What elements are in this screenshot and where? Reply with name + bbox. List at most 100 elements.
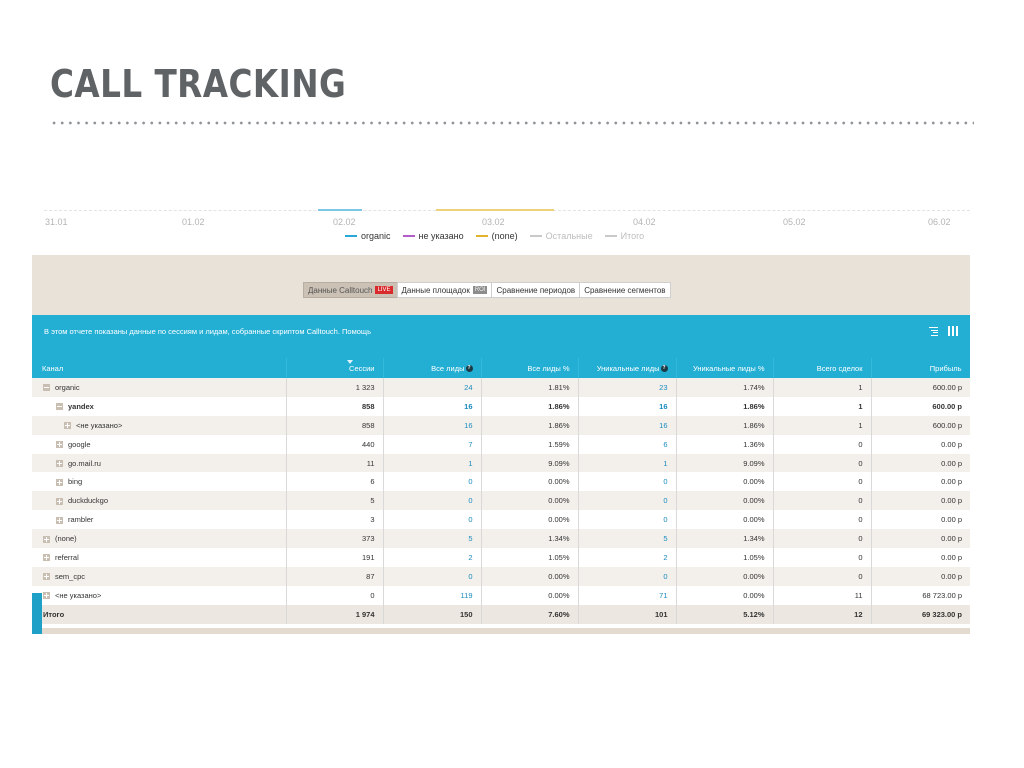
profit-cell: 600.00 р bbox=[871, 378, 970, 397]
leads-value[interactable]: 1 bbox=[468, 458, 473, 468]
leads-cell: 0 bbox=[383, 566, 482, 586]
expand-icon[interactable] bbox=[43, 554, 50, 562]
unique-value[interactable]: 71 bbox=[659, 590, 668, 600]
unique-value[interactable]: 0 bbox=[663, 496, 668, 506]
leads-value[interactable]: 16 bbox=[464, 420, 473, 430]
report-tab[interactable]: Сравнение сегментов bbox=[579, 282, 671, 298]
unique-pct-cell: 0.00% bbox=[676, 491, 774, 511]
total-label: Итого bbox=[32, 604, 287, 624]
channel-name: go.mail.ru bbox=[68, 458, 101, 468]
sessions-value: 87 bbox=[366, 571, 375, 581]
table-row: go.mail.ru 11 1 9.09% 1 9.09% 0 0.00 р bbox=[32, 453, 970, 473]
sort-lines-icon[interactable] bbox=[929, 327, 938, 336]
column-header[interactable]: Все лиды? bbox=[383, 358, 482, 378]
expand-icon[interactable] bbox=[43, 535, 50, 543]
leads-pct-value: 1.81% bbox=[548, 382, 570, 392]
expand-icon[interactable] bbox=[64, 422, 71, 430]
channel-cell: yandex bbox=[32, 396, 287, 416]
sessions-cell: 440 bbox=[286, 434, 384, 454]
calltouch-report-screenshot: 31.01 01.02 02.02 03.02 04.02 05.02 06.02 orga… bbox=[32, 209, 970, 634]
sessions-value: 858 bbox=[361, 420, 375, 430]
expand-icon[interactable] bbox=[43, 573, 50, 581]
legend-item[interactable]: Итого bbox=[604, 231, 644, 241]
columns-icon[interactable] bbox=[948, 326, 958, 336]
sessions-value: 3 bbox=[370, 515, 375, 525]
expand-icon[interactable] bbox=[56, 460, 63, 468]
unique-value[interactable]: 5 bbox=[663, 534, 668, 544]
sessions-cell: 373 bbox=[286, 529, 384, 549]
sessions-cell: 87 bbox=[286, 566, 384, 586]
tab-label: Данные площадок bbox=[401, 285, 470, 295]
expand-icon[interactable] bbox=[56, 478, 63, 486]
leads-value[interactable]: 0 bbox=[468, 515, 473, 525]
profit-value: 0.00 р bbox=[941, 534, 962, 544]
profit-value: 0.00 р bbox=[941, 496, 962, 506]
deals-value: 0 bbox=[858, 439, 863, 449]
unique-value[interactable]: 0 bbox=[663, 515, 668, 525]
help-icon[interactable]: ? bbox=[465, 365, 473, 373]
column-header[interactable]: Прибыль bbox=[871, 358, 970, 378]
unique-value[interactable]: 1 bbox=[663, 458, 668, 468]
tab-label: Сравнение сегментов bbox=[584, 285, 666, 295]
unique-value[interactable]: 0 bbox=[663, 571, 668, 581]
column-header[interactable]: Уникальные лиды % bbox=[676, 358, 774, 378]
leads-value[interactable]: 0 bbox=[468, 571, 473, 581]
leads-value[interactable]: 5 bbox=[468, 534, 473, 544]
collapse-icon[interactable] bbox=[43, 384, 50, 392]
leads-cell: 0 bbox=[383, 472, 482, 492]
expand-icon[interactable] bbox=[56, 441, 63, 449]
profit-cell: 600.00 р bbox=[871, 396, 970, 416]
legend-item[interactable]: не указано bbox=[402, 231, 464, 241]
leads-value[interactable]: 7 bbox=[468, 439, 473, 449]
legend-item[interactable]: (none) bbox=[475, 231, 518, 241]
total-profit: 69 323.00 р bbox=[871, 604, 970, 624]
leads-value[interactable]: 0 bbox=[468, 496, 473, 506]
column-header[interactable]: Сессии bbox=[286, 358, 384, 378]
unique-pct-value: 1.86% bbox=[743, 420, 765, 430]
channel-name: sem_cpc bbox=[55, 571, 86, 581]
total-deals: 12 bbox=[773, 604, 872, 624]
unique-value[interactable]: 6 bbox=[663, 439, 668, 449]
sessions-value: 0 bbox=[370, 590, 375, 600]
expand-icon[interactable] bbox=[56, 516, 63, 524]
report-tab[interactable]: Данные площадок ROI bbox=[396, 282, 493, 298]
unique-value[interactable]: 16 bbox=[659, 401, 668, 411]
leads-value[interactable]: 119 bbox=[460, 590, 473, 600]
profit-cell: 0.00 р bbox=[871, 491, 970, 511]
leads-pct-cell: 9.09% bbox=[481, 453, 579, 473]
legend-label: Остальные bbox=[545, 231, 593, 241]
unique-pct-cell: 1.74% bbox=[676, 378, 774, 397]
unique-pct-cell: 0.00% bbox=[676, 472, 774, 492]
leads-pct-cell: 1.34% bbox=[481, 529, 579, 549]
report-tab[interactable]: Данные Calltouch LIVE bbox=[303, 282, 398, 298]
expand-icon[interactable] bbox=[56, 497, 63, 505]
sessions-cell: 6 bbox=[286, 472, 384, 492]
unique-value[interactable]: 16 bbox=[659, 420, 668, 430]
leads-value[interactable]: 24 bbox=[464, 382, 473, 392]
column-header[interactable]: Уникальные лиды? bbox=[578, 358, 677, 378]
legend-item[interactable]: Остальные bbox=[529, 231, 593, 241]
profit-cell: 0.00 р bbox=[871, 529, 970, 549]
side-feedback-tab[interactable] bbox=[32, 593, 42, 634]
sessions-value: 6 bbox=[370, 477, 375, 487]
report-tab[interactable]: Сравнение периодов bbox=[491, 282, 581, 298]
leads-value[interactable]: 0 bbox=[468, 477, 473, 487]
help-link[interactable]: Помощь bbox=[342, 327, 371, 336]
leads-value[interactable]: 16 bbox=[464, 401, 473, 411]
help-icon[interactable]: ? bbox=[660, 365, 668, 373]
unique-value[interactable]: 0 bbox=[663, 477, 668, 487]
deals-cell: 0 bbox=[773, 510, 872, 530]
column-header[interactable]: Канал bbox=[32, 358, 287, 378]
collapse-icon[interactable] bbox=[56, 403, 63, 411]
table-row: rambler 3 0 0.00% 0 0.00% 0 0.00 р bbox=[32, 510, 970, 530]
sort-desc-icon[interactable] bbox=[346, 360, 353, 364]
unique-value[interactable]: 2 bbox=[663, 552, 668, 562]
legend-item[interactable]: organic bbox=[345, 231, 391, 241]
unique-value[interactable]: 23 bbox=[659, 382, 668, 392]
column-header-label: Все лиды bbox=[431, 363, 465, 373]
leads-value[interactable]: 2 bbox=[468, 552, 473, 562]
column-header[interactable]: Все лиды % bbox=[481, 358, 579, 378]
column-header[interactable]: Всего сделок bbox=[773, 358, 872, 378]
deals-cell: 0 bbox=[773, 472, 872, 492]
expand-icon[interactable] bbox=[43, 592, 50, 600]
